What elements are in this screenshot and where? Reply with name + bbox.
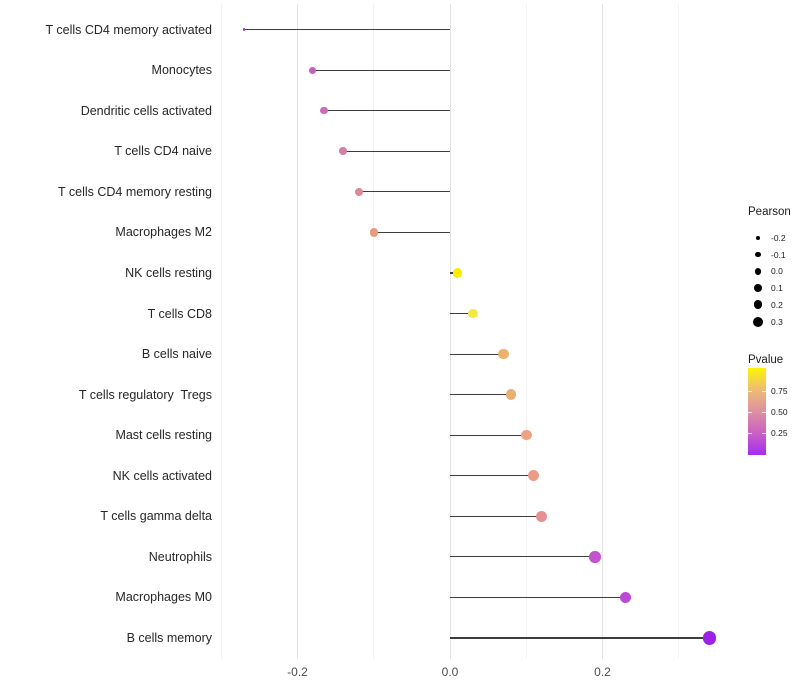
lollipop-dot [453, 268, 463, 278]
row-label: T cells CD8 [147, 306, 212, 321]
pearson-legend-size-label: 0.3 [771, 316, 783, 327]
lollipop-dot [520, 429, 532, 441]
pvalue-legend-title: Pvalue [748, 354, 784, 366]
pearson-legend-size-dot [755, 235, 761, 241]
row-label: B cells memory [126, 630, 212, 645]
row-label: B cells naive [141, 347, 212, 362]
row-label: T cells CD4 naive [114, 144, 212, 159]
lollipop-stem [358, 191, 450, 193]
x-tick-label: 0.0 [441, 665, 459, 679]
row-label: Mast cells resting [115, 428, 212, 443]
lollipop-dot [619, 591, 632, 604]
row-label: NK cells resting [125, 266, 212, 280]
row-label: Macrophages M2 [115, 225, 212, 240]
lollipop-stem [324, 110, 450, 112]
lollipop-stem [343, 150, 450, 152]
row-label: T cells regulatory Tregs [78, 387, 212, 402]
lollipop-stem [312, 69, 450, 71]
minor-gridline [220, 4, 222, 659]
minor-gridline [525, 4, 527, 659]
x-tick-label: -0.2 [287, 665, 308, 679]
row-label: T cells gamma delta [100, 509, 212, 524]
pearson-legend-size-label: -0.2 [771, 233, 786, 243]
major-gridline [297, 4, 298, 659]
major-gridline [602, 4, 603, 659]
pvalue-bar-tick [762, 433, 766, 434]
lollipop-dot [354, 187, 363, 196]
row-label: NK cells activated [112, 468, 212, 483]
lollipop-dot [528, 470, 540, 482]
lollipop-stem [450, 312, 473, 315]
pearson-legend-size-label: -0.1 [771, 249, 786, 260]
lollipop-dot [589, 551, 601, 563]
row-label: T cells CD4 memory resting [58, 184, 212, 199]
pvalue-bar-tick [762, 412, 766, 413]
row-label: Macrophages M0 [115, 590, 212, 605]
lollipop-dot [702, 631, 716, 645]
lollipop-stem [373, 231, 450, 234]
lollipop-stem [450, 637, 710, 639]
lollipop-stem [244, 29, 450, 31]
lollipop-stem [450, 475, 534, 477]
major-gridline [449, 4, 451, 659]
lollipop-dot [505, 389, 517, 400]
pvalue-gradient-bar [748, 368, 766, 455]
lollipop-stem [450, 596, 626, 598]
pearson-legend-size-dot [753, 316, 763, 327]
row-label: Dendritic cells activated [80, 103, 212, 118]
pvalue-tick-label: 0.50 [771, 407, 788, 417]
lollipop-dot [536, 510, 547, 522]
minor-gridline [373, 4, 375, 659]
lollipop-stem [450, 515, 542, 517]
pvalue-tick-label: 0.25 [771, 428, 788, 438]
pearson-legend-size-label: 0.1 [771, 283, 783, 294]
pearson-legend-size-dot [755, 251, 761, 258]
pearson-legend-size-dot [754, 268, 762, 275]
lollipop-dot [339, 147, 348, 156]
x-tick-label: 0.2 [594, 665, 611, 679]
lollipop-dot [369, 228, 378, 237]
pearson-legend-title: Pearson [748, 206, 791, 218]
pvalue-tick-label: 0.75 [771, 386, 788, 396]
row-label: T cells CD4 memory activated [45, 22, 213, 37]
lollipop-dot [242, 28, 246, 31]
pvalue-bar-tick [762, 391, 766, 392]
lollipop-dot [309, 66, 317, 74]
pvalue-bar-tick [748, 412, 752, 413]
row-label: Monocytes [151, 63, 212, 78]
lollipop-stem [450, 434, 527, 436]
lollipop-dot [498, 348, 509, 360]
minor-gridline [678, 4, 680, 659]
lollipop-dot [320, 107, 328, 115]
lollipop-stem [450, 353, 504, 355]
pearson-legend-size-label: 0.2 [771, 299, 783, 310]
pvalue-bar-tick [748, 433, 752, 434]
pearson-legend-size-dot [753, 300, 763, 310]
row-label: Neutrophils [148, 549, 212, 564]
lollipop-dot [468, 308, 478, 319]
lollipop-stem [450, 394, 511, 396]
pearson-legend-size-dot [754, 284, 762, 293]
pearson-legend-size-label: 0.0 [771, 266, 783, 277]
pvalue-bar-tick [748, 391, 752, 392]
lollipop-stem [450, 556, 595, 558]
